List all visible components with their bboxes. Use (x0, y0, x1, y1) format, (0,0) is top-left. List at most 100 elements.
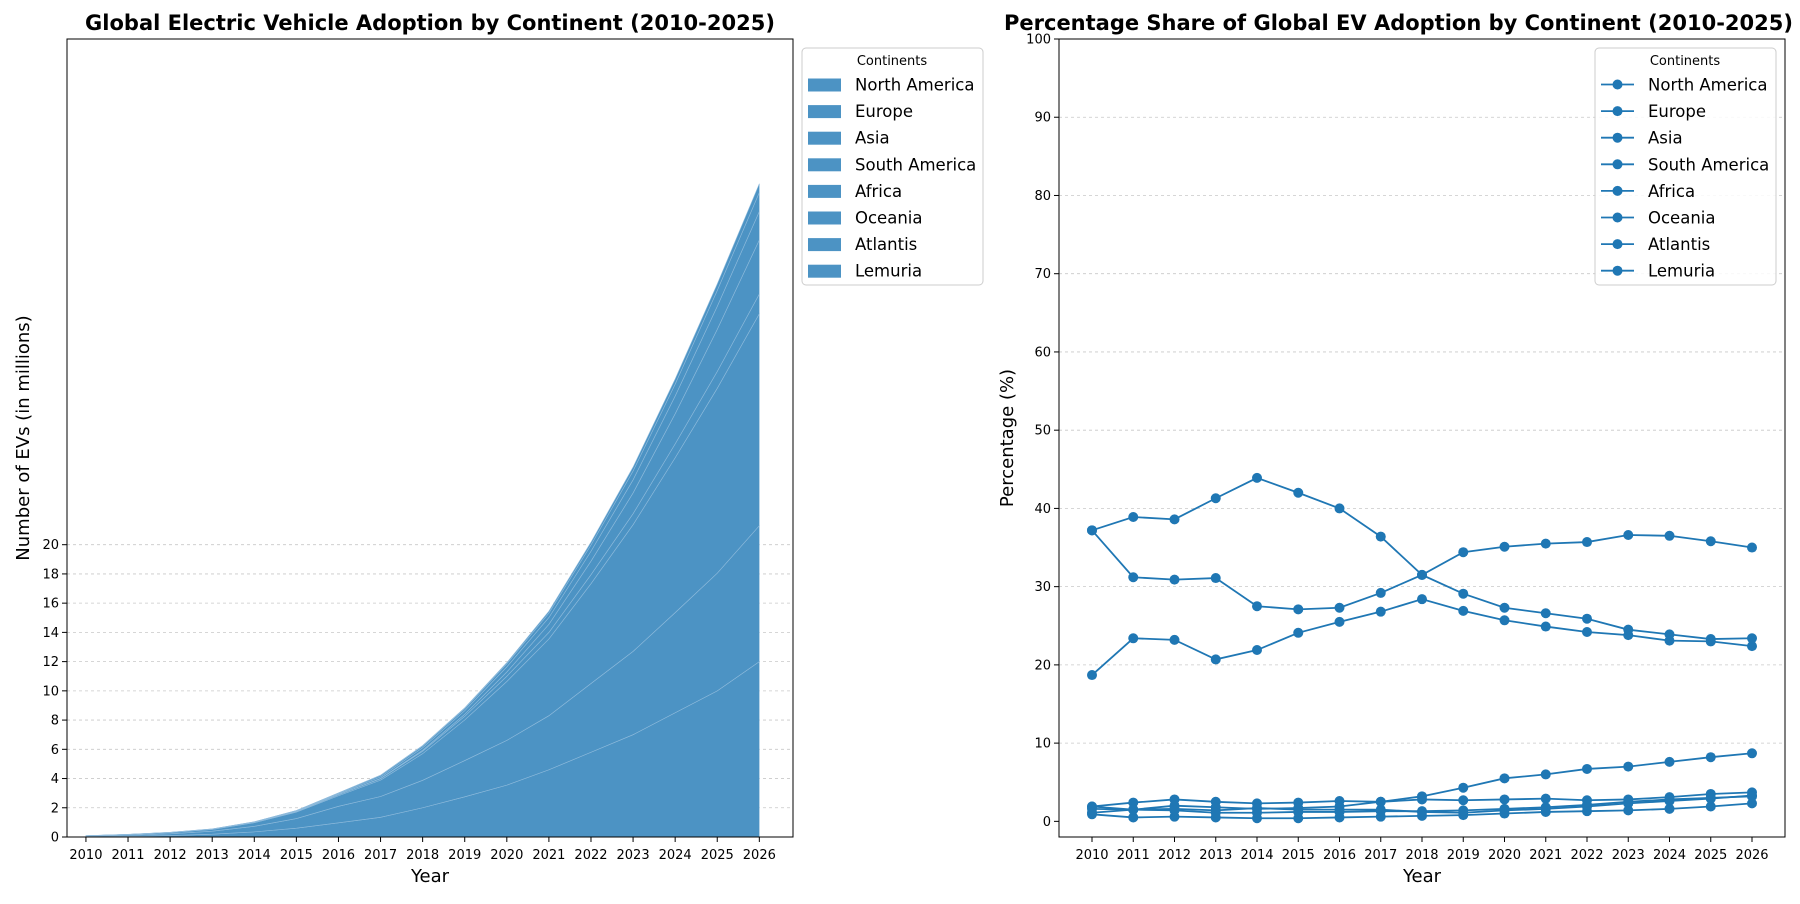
left-legend-label-africa[interactable]: Africa (855, 182, 902, 201)
data-point-lemuria (1747, 791, 1757, 802)
right-legend-box (1594, 47, 1777, 286)
data-point-atlantis (1499, 773, 1510, 784)
right-legend-marker-lemuria[interactable] (1612, 265, 1623, 276)
right-y-axis-label: Percentage (%) (997, 369, 1018, 507)
left-legend-label-europe[interactable]: Europe (855, 102, 913, 121)
data-point-north-america (1458, 605, 1469, 616)
data-point-lemuria (1210, 807, 1221, 818)
left-x-tick-label: 2016 (322, 848, 355, 863)
right-x-tick-label: 2026 (1735, 848, 1768, 863)
right-legend-label-asia[interactable]: Asia (1648, 129, 1683, 148)
right-x-tick-label: 2013 (1199, 848, 1232, 863)
right-legend-marker-asia[interactable] (1612, 132, 1623, 143)
data-point-lemuria (1499, 803, 1510, 814)
right-x-tick-label: 2012 (1158, 848, 1191, 863)
left-y-tick-label: 6 (51, 743, 59, 758)
right-y-tick-label: 50 (1034, 424, 1051, 439)
left-legend-swatch-europe[interactable] (808, 105, 841, 119)
left-x-tick-label: 2011 (111, 848, 144, 863)
left-legend-swatch-asia[interactable] (808, 131, 841, 145)
left-x-tick-label: 2017 (364, 848, 397, 863)
left-y-tick-label: 18 (42, 567, 59, 582)
data-point-europe (1334, 602, 1345, 613)
left-legend-label-atlantis[interactable]: Atlantis (855, 235, 917, 254)
right-legend-label-africa[interactable]: Africa (1648, 182, 1695, 201)
right-x-tick-label: 2025 (1694, 848, 1727, 863)
left-x-tick-label: 2022 (574, 848, 607, 863)
data-point-north-america (1540, 621, 1551, 632)
left-legend-label-lemuria[interactable]: Lemuria (855, 262, 922, 281)
data-point-north-america (1128, 633, 1139, 644)
data-point-lemuria (1169, 805, 1180, 816)
area-layer-lemuria (85, 183, 760, 837)
right-chart-title: Percentage Share of Global EV Adoption b… (1004, 11, 1793, 35)
data-point-lemuria (1582, 799, 1592, 810)
left-legend-swatch-africa[interactable] (808, 184, 841, 198)
data-point-europe (1540, 608, 1551, 619)
left-legend-swatch-south-america[interactable] (808, 158, 841, 172)
left-x-axis-label: Year (410, 866, 450, 887)
data-point-lemuria (1417, 806, 1427, 817)
left-legend[interactable]: Continents North America Europe Asia South … (801, 47, 984, 286)
right-legend-label-north-america[interactable]: North America (1648, 76, 1767, 95)
data-point-asia (1705, 536, 1716, 547)
left-legend-box (801, 47, 984, 286)
left-legend-swatch-lemuria[interactable] (808, 264, 841, 278)
right-legend-label-lemuria[interactable]: Lemuria (1648, 262, 1715, 281)
data-point-asia (1087, 525, 1097, 536)
left-area-layers (85, 183, 760, 838)
right-x-axis-label: Year (1402, 866, 1442, 887)
data-point-atlantis (1582, 763, 1592, 774)
data-point-europe (1747, 633, 1757, 644)
right-y-tick-label: 70 (1034, 267, 1051, 282)
left-y-axis-label: Number of EVs (in millions) (13, 315, 34, 560)
right-plot-frame (1058, 38, 1786, 838)
right-y-tick-label: 60 (1034, 345, 1051, 360)
right-legend-label-oceania[interactable]: Oceania (1648, 209, 1715, 228)
data-point-asia (1210, 493, 1221, 504)
right-y-tick-label: 100 (1026, 33, 1051, 48)
left-legend-swatch-oceania[interactable] (808, 211, 841, 225)
data-point-lemuria (1540, 802, 1551, 813)
left-legend-label-oceania[interactable]: Oceania (855, 209, 922, 228)
left-x-tick-label: 2012 (154, 848, 187, 863)
right-legend-marker-europe[interactable] (1612, 106, 1623, 117)
data-point-africa (1747, 798, 1757, 809)
left-legend-label-north-america[interactable]: North America (855, 76, 974, 95)
left-legend-swatch-north-america[interactable] (808, 78, 841, 92)
right-legend[interactable]: Continents North America Europe Asia South … (1594, 47, 1777, 286)
data-point-africa (1128, 812, 1139, 823)
right-y-tick-label: 0 (1043, 815, 1051, 830)
right-legend-marker-south-america[interactable] (1612, 159, 1623, 170)
right-legend-label-atlantis[interactable]: Atlantis (1648, 235, 1710, 254)
right-legend-marker-atlantis[interactable] (1612, 239, 1623, 250)
left-legend-swatch-atlantis[interactable] (808, 238, 841, 252)
right-legend-marker-north-america[interactable] (1612, 79, 1623, 90)
data-point-north-america (1252, 645, 1262, 656)
data-point-oceania (1128, 797, 1139, 808)
right-x-tick-label: 2018 (1405, 848, 1438, 863)
data-point-lemuria (1087, 807, 1097, 818)
left-x-tick-label: 2024 (659, 848, 692, 863)
data-point-atlantis (1417, 791, 1427, 802)
right-legend-label-europe[interactable]: Europe (1648, 102, 1706, 121)
data-point-europe (1210, 573, 1221, 584)
data-point-north-america (1169, 634, 1180, 645)
left-legend-label-asia[interactable]: Asia (855, 129, 890, 148)
left-y-tick-label: 16 (42, 597, 59, 612)
data-point-lemuria (1458, 805, 1469, 816)
data-point-europe (1169, 574, 1180, 585)
right-x-tick-label: 2014 (1240, 848, 1273, 863)
left-legend-label-south-america[interactable]: South America (855, 155, 976, 174)
right-legend-marker-africa[interactable] (1612, 185, 1623, 196)
right-x-tick-label: 2023 (1612, 848, 1645, 863)
data-point-asia (1417, 569, 1427, 580)
data-point-africa (1623, 805, 1634, 816)
right-legend-marker-oceania[interactable] (1612, 212, 1623, 223)
left-y-tick-label: 2 (51, 801, 59, 816)
right-x-tick-label: 2016 (1323, 848, 1356, 863)
data-point-europe (1623, 624, 1634, 635)
right-legend-label-south-america[interactable]: South America (1648, 155, 1769, 174)
